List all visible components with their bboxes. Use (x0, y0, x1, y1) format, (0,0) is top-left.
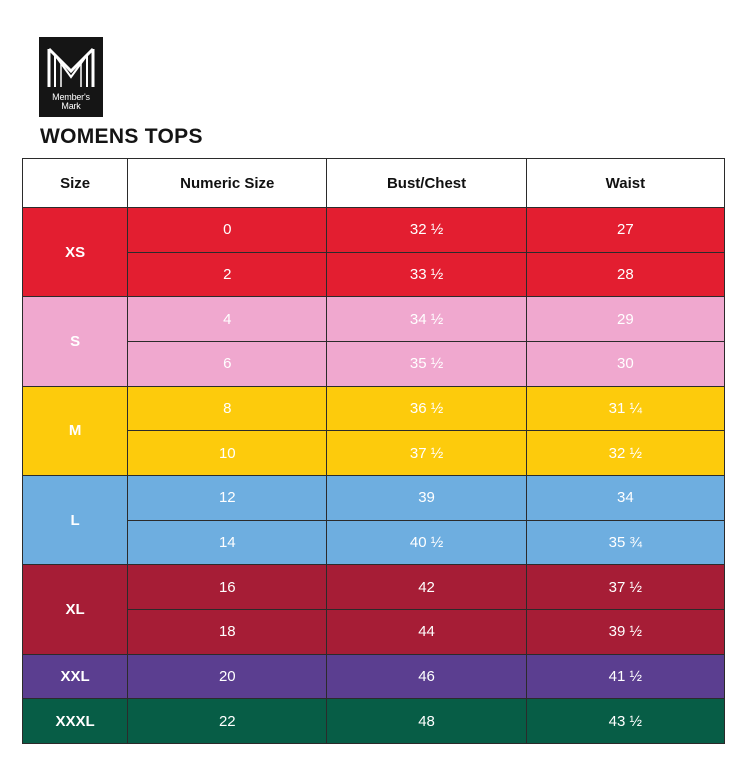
size-chart-body: XS 0 32 ½ 27 2 33 ½ 28 S 4 34 ½ 29 6 35 ½ 30 M 8 36 ½ 31 … (21, 206, 726, 744)
table-row: XXL 20 46 41 ½ (21, 653, 726, 700)
numeric-size-cell: 6 (127, 340, 328, 387)
bust-chest-cell: 42 (326, 564, 527, 610)
numeric-size-cell: 0 (127, 207, 328, 253)
table-header-row: Size Numeric Size Bust/Chest Waist (21, 158, 726, 208)
bust-chest-cell: 48 (326, 698, 527, 744)
table-row: 6 35 ½ 30 (22, 340, 726, 387)
size-label-cell: L (21, 474, 129, 566)
waist-cell: 27 (525, 207, 726, 253)
numeric-size-cell: 22 (127, 698, 328, 744)
size-label-cell: XL (21, 564, 129, 655)
waist-cell: 37 ½ (525, 564, 726, 610)
numeric-size-cell: 16 (127, 564, 328, 610)
table-row: XL 16 42 37 ½ (21, 564, 726, 655)
size-label-cell: XS (21, 206, 129, 298)
table-row: L 12 39 34 (21, 474, 726, 566)
table-row: S 4 34 ½ 29 (21, 296, 726, 387)
numeric-size-cell: 20 (127, 653, 328, 700)
waist-cell: 43 ½ (525, 698, 726, 744)
size-label-cell: XXL (21, 653, 129, 700)
numeric-size-cell: 2 (127, 251, 328, 298)
table-row: 10 37 ½ 32 ½ (22, 430, 726, 476)
size-label-cell: XXXL (21, 698, 129, 744)
table-row: XXXL 22 48 43 ½ (21, 698, 726, 744)
members-mark-logo: Member's Mark (39, 37, 103, 117)
header-waist: Waist (525, 158, 726, 208)
bust-chest-cell: 33 ½ (326, 251, 527, 298)
waist-cell: 28 (525, 251, 726, 298)
bust-chest-cell: 46 (326, 653, 527, 700)
waist-cell: 32 ½ (525, 430, 726, 476)
table-row: M 8 36 ½ 31 ¼ (21, 385, 726, 476)
table-row: XS 0 32 ½ 27 (21, 206, 726, 298)
waist-cell: 31 ¼ (525, 385, 726, 432)
header-size: Size (21, 158, 129, 208)
bust-chest-cell: 39 (326, 474, 527, 521)
table-row: 14 40 ½ 35 ¾ (22, 519, 726, 566)
size-label-cell: S (21, 296, 129, 387)
numeric-size-cell: 8 (127, 385, 328, 432)
logo-brand-line2: Mark (61, 101, 81, 111)
waist-cell: 34 (525, 474, 726, 521)
header-numeric-size: Numeric Size (127, 158, 328, 208)
table-row: 18 44 39 ½ (22, 608, 726, 655)
page-title: WOMENS TOPS (40, 125, 203, 148)
bust-chest-cell: 34 ½ (326, 296, 527, 342)
logo-brand-line1: Member's (52, 92, 90, 102)
waist-cell: 30 (525, 340, 726, 387)
bust-chest-cell: 32 ½ (326, 207, 527, 253)
bust-chest-cell: 40 ½ (326, 519, 527, 566)
numeric-size-cell: 4 (127, 296, 328, 342)
bust-chest-cell: 37 ½ (326, 430, 527, 476)
waist-cell: 39 ½ (525, 608, 726, 655)
waist-cell: 41 ½ (525, 653, 726, 700)
waist-cell: 29 (525, 296, 726, 342)
table-row: 2 33 ½ 28 (22, 251, 726, 298)
numeric-size-cell: 10 (127, 430, 328, 476)
numeric-size-cell: 18 (127, 608, 328, 655)
bust-chest-cell: 35 ½ (326, 340, 527, 387)
members-mark-m-icon (47, 47, 95, 87)
waist-cell: 35 ¾ (525, 519, 726, 566)
numeric-size-cell: 12 (127, 474, 328, 521)
size-chart-table: Size Numeric Size Bust/Chest Waist XS 0 32… (21, 158, 726, 744)
numeric-size-cell: 14 (127, 519, 328, 566)
size-label-cell: M (21, 385, 129, 476)
bust-chest-cell: 36 ½ (326, 385, 527, 432)
header-bust-chest: Bust/Chest (326, 158, 527, 208)
bust-chest-cell: 44 (326, 608, 527, 655)
